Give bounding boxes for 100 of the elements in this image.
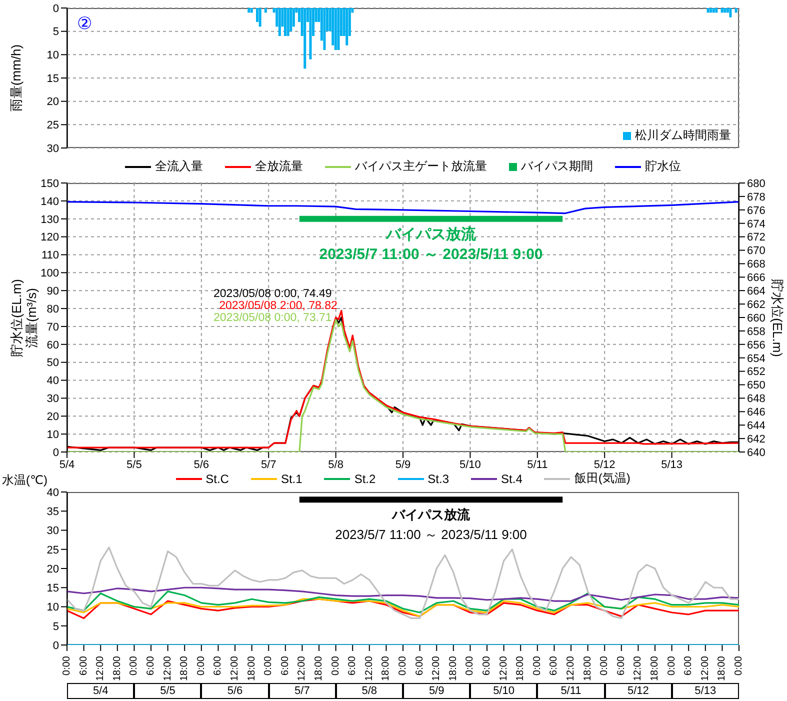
x-tick-label: 6:00	[548, 656, 560, 676]
x-tick-label: 12:00	[162, 656, 174, 682]
y-tick-label: 5	[52, 26, 59, 38]
x-tick-label: 18:00	[716, 656, 728, 682]
legend-label: St.4	[501, 472, 522, 486]
x2-tick-label: 5/5	[134, 683, 202, 699]
bar	[286, 8, 290, 36]
y-tick-label: 10	[46, 428, 59, 441]
y-tick-label: 25	[46, 120, 59, 132]
x2-tick-label: 5/12	[604, 683, 672, 699]
y-tick-label: 30	[46, 142, 59, 155]
y-tick-label: 30	[46, 525, 59, 538]
y-tick-label: 20	[46, 563, 59, 576]
x-tick-label: 18:00	[246, 656, 258, 682]
bar	[729, 8, 732, 18]
x2-tick-label: 5/11	[537, 683, 605, 699]
bar	[284, 8, 287, 36]
y-axis-title: 水温(℃)	[2, 472, 48, 488]
y-tick-label: 10	[46, 602, 59, 614]
legend-label: バイパス期間	[521, 158, 593, 175]
y-tick-label: 0	[52, 2, 59, 15]
annotation: バイパス放流	[392, 506, 470, 524]
y-tick-label: 25	[46, 544, 59, 556]
annotation: 2023/05/08 2:00, 78.82	[219, 300, 338, 312]
bar	[304, 8, 306, 69]
bar	[712, 8, 715, 13]
y-axis-title: 貯水位(EL.m) 流量(m³/s)	[9, 278, 39, 356]
x-tick-label: 18:00	[179, 656, 190, 682]
y2-tick-label: 656	[747, 339, 766, 352]
y-tick-label: 15	[46, 72, 59, 85]
x-tick-label: 0:00	[128, 656, 140, 676]
y-tick-label: 30	[46, 393, 59, 406]
bar	[734, 8, 738, 13]
y2-tick-label: 640	[747, 446, 766, 459]
x-tick-label: 18:00	[314, 656, 324, 682]
x2-tick-label: 5/7	[268, 683, 336, 699]
x-tick-label: 18:00	[582, 656, 594, 682]
y2-tick-label: 658	[747, 326, 766, 338]
line-series	[67, 201, 739, 214]
y-tick-label: 0	[52, 446, 59, 459]
line-series	[67, 586, 739, 602]
y2-tick-label: 672	[747, 232, 766, 244]
y2-tick-label: 676	[747, 204, 766, 217]
y-tick-label: 90	[46, 286, 59, 298]
x-tick-label: 0:00	[532, 656, 543, 676]
x-tick-label: 12:00	[431, 656, 442, 682]
x-tick-label: 6:00	[414, 656, 426, 676]
x-tick-label: 6:00	[616, 656, 627, 676]
y-tick-label: 70	[46, 321, 59, 334]
y-tick-label: 80	[46, 303, 59, 316]
x-tick-label: 12:00	[296, 656, 308, 682]
x-tick-label: 0:00	[398, 656, 408, 676]
x-tick-label: 12:00	[700, 656, 711, 682]
y-tick-label: 150	[40, 178, 59, 190]
line-series	[67, 546, 739, 620]
x-tick-label: 12:00	[364, 656, 375, 682]
x-tick-label: 12:00	[230, 656, 240, 682]
x-tick-label: 5/10	[459, 458, 481, 471]
x-tick-label: 5/8	[328, 458, 344, 471]
y-tick-label: 20	[46, 96, 59, 108]
y2-tick-label: 654	[747, 352, 766, 365]
x-tick-label: 5/4	[59, 458, 75, 471]
legend-label: St.1	[280, 472, 302, 486]
x-tick-label: 6:00	[482, 656, 492, 676]
legend-label: 貯水位	[645, 158, 681, 175]
y2-tick-label: 680	[747, 178, 766, 190]
x-tick-label: 18:00	[515, 656, 526, 682]
bar	[334, 8, 337, 50]
legend-label: St.C	[206, 472, 229, 486]
x-tick-label: 5/13	[661, 458, 683, 471]
y2-tick-label: 674	[747, 218, 766, 230]
y2-tick-label: 646	[747, 406, 766, 419]
bar	[250, 8, 253, 13]
y2-tick-label: 652	[747, 366, 766, 378]
bar	[248, 8, 250, 13]
x-tick-label: 5/6	[194, 458, 210, 471]
x-tick-label: 18:00	[112, 656, 123, 682]
x-tick-label: 0:00	[734, 656, 744, 676]
bar	[710, 8, 712, 13]
x-tick-label: 6:00	[146, 656, 156, 676]
x-tick-label: 0:00	[263, 656, 274, 676]
y-tick-label: 50	[46, 357, 59, 370]
annotation: バイパス放流	[386, 224, 476, 244]
y-tick-label: 120	[40, 232, 59, 244]
y2-tick-label: 664	[747, 286, 766, 298]
legend-label: 飯田(気温)	[574, 470, 630, 487]
x2-tick-label: 5/10	[470, 683, 538, 699]
y2-tick-label: 662	[747, 298, 766, 311]
y2-tick-label: 648	[747, 393, 766, 406]
line-series	[67, 590, 739, 614]
x-tick-label: 18:00	[650, 656, 660, 682]
x-tick-label: 18:00	[448, 656, 459, 682]
bar	[258, 8, 262, 27]
bar	[715, 8, 718, 13]
y2-tick-label: 670	[747, 245, 766, 258]
x2-tick-label: 5/8	[336, 683, 403, 699]
y-tick-label: 10	[46, 50, 59, 62]
bar	[724, 8, 726, 13]
y2-tick-label: 650	[747, 380, 766, 392]
annotation: 2023/05/08 0:00, 74.49	[213, 288, 332, 300]
